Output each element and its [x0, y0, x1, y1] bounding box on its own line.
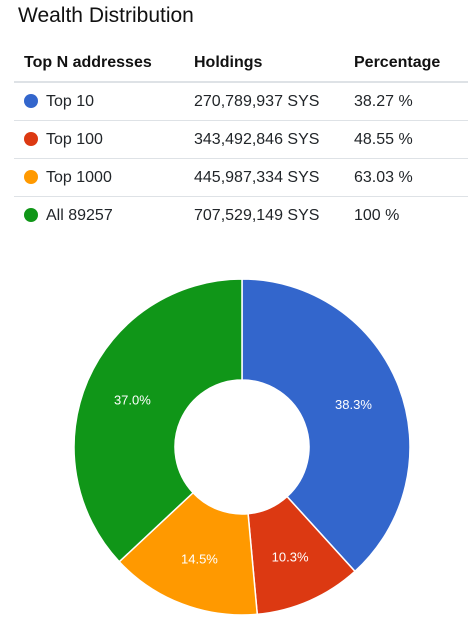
row-holdings: 707,529,149 SYS — [194, 206, 320, 224]
pie-slice-label: 14.5% — [181, 552, 218, 567]
row-label: All 89257 — [46, 206, 113, 224]
legend-dot-icon — [24, 169, 38, 184]
row-percentage: 38.27 % — [344, 82, 468, 121]
wealth-donut-chart: 38.3% 10.3% 14.5% 37.0% — [73, 278, 411, 616]
row-percentage: 100 % — [354, 206, 400, 224]
legend-dot-icon — [24, 207, 38, 222]
header-percentage: Percentage — [344, 44, 468, 83]
table-header-row: Top N addresses Holdings Percentage — [14, 44, 468, 83]
legend-dot-icon — [24, 131, 38, 146]
table-row: Top 100 343,492,846 SYS 48.55 % — [14, 120, 468, 159]
pie-slice[interactable] — [73, 278, 243, 563]
row-label-cell: Top 100 — [14, 120, 184, 159]
page-title: Wealth Distribution — [18, 4, 194, 27]
row-percentage: 63.03 % — [344, 158, 468, 197]
row-label: Top 10 — [46, 92, 95, 110]
row-percentage: 48.55 % — [344, 120, 468, 159]
row-holdings: 270,789,937 SYS — [184, 82, 344, 121]
header-top-n: Top N addresses — [14, 44, 184, 83]
pie-slice-label: 38.3% — [335, 397, 372, 412]
row-label-cell: Top 1000 — [14, 158, 184, 197]
row-label: Top 1000 — [46, 168, 112, 186]
pie-slice[interactable] — [241, 278, 411, 573]
header-holdings: Holdings — [184, 44, 344, 83]
table-row: All 89257 707,529,149 SYS 100 % — [14, 197, 468, 235]
row-holdings: 445,987,334 SYS — [184, 158, 344, 197]
row-label-cell: All 89257 — [14, 197, 184, 235]
legend-dot-icon — [24, 93, 38, 108]
row-label-cell: Top 10 — [14, 82, 184, 121]
row-label: Top 100 — [46, 130, 103, 148]
table-row: Top 1000 445,987,334 SYS 63.03 % — [14, 158, 468, 197]
row-holdings: 343,492,846 SYS — [184, 120, 344, 159]
pie-slice-label: 10.3% — [272, 549, 309, 564]
pie-slice[interactable] — [118, 491, 259, 616]
table-row: Top 10 270,789,937 SYS 38.27 % — [14, 82, 468, 121]
pie-slice-label: 37.0% — [114, 392, 151, 407]
wealth-distribution-table: Top N addresses Holdings Percentage Top … — [14, 44, 468, 234]
